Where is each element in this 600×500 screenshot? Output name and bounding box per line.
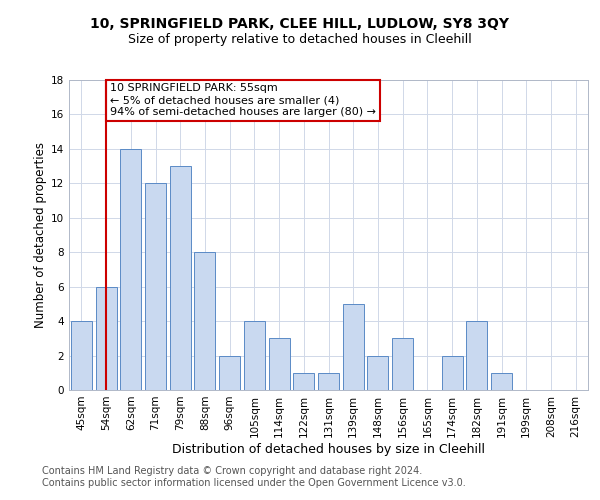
Bar (392, 338, 413, 390)
Bar (367, 356, 388, 390)
Bar (491, 373, 512, 390)
Bar (95, 286, 116, 390)
Bar (71, 321, 92, 390)
Bar (194, 252, 215, 390)
Bar (442, 356, 463, 390)
Text: 10 SPRINGFIELD PARK: 55sqm
← 5% of detached houses are smaller (4)
94% of semi-d: 10 SPRINGFIELD PARK: 55sqm ← 5% of detac… (110, 84, 376, 116)
Text: Contains HM Land Registry data © Crown copyright and database right 2024.
Contai: Contains HM Land Registry data © Crown c… (42, 466, 466, 487)
Text: Size of property relative to detached houses in Cleehill: Size of property relative to detached ho… (128, 32, 472, 46)
Bar (120, 149, 141, 390)
Text: 10, SPRINGFIELD PARK, CLEE HILL, LUDLOW, SY8 3QY: 10, SPRINGFIELD PARK, CLEE HILL, LUDLOW,… (91, 18, 509, 32)
Bar (343, 304, 364, 390)
Bar (145, 184, 166, 390)
Bar (318, 373, 339, 390)
Bar (170, 166, 191, 390)
X-axis label: Distribution of detached houses by size in Cleehill: Distribution of detached houses by size … (172, 442, 485, 456)
Bar (244, 321, 265, 390)
Bar (293, 373, 314, 390)
Y-axis label: Number of detached properties: Number of detached properties (34, 142, 47, 328)
Bar (466, 321, 487, 390)
Bar (269, 338, 290, 390)
Bar (219, 356, 240, 390)
